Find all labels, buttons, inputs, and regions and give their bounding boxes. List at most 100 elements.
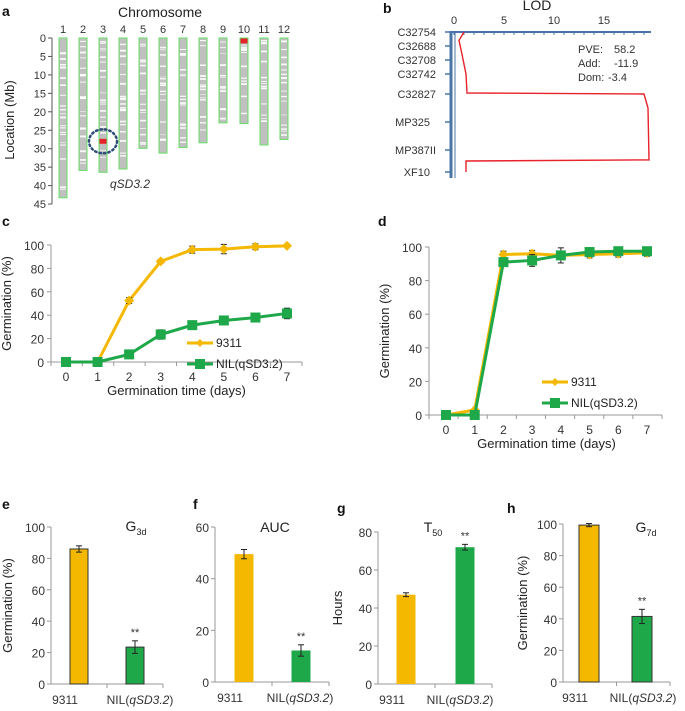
marker-band bbox=[80, 162, 86, 164]
y-axis-title: Location (Mb) bbox=[2, 80, 17, 159]
data-point-square bbox=[527, 255, 538, 266]
series-line-9311 bbox=[66, 244, 288, 364]
x-tick-label: 10 bbox=[548, 15, 560, 27]
marker-band bbox=[241, 46, 247, 48]
marker-label: C32688 bbox=[397, 41, 436, 53]
y-tick-label: 80 bbox=[32, 552, 46, 566]
x-tick-label: 2 bbox=[126, 370, 133, 384]
data-point-square bbox=[218, 315, 229, 326]
data-point-square bbox=[469, 410, 480, 420]
data-point-diamond bbox=[155, 256, 166, 267]
legend-marker-nil bbox=[195, 359, 205, 369]
marker-band bbox=[60, 127, 66, 129]
marker-label: C32742 bbox=[397, 69, 436, 81]
y-tick-label: 60 bbox=[359, 564, 373, 578]
category-italic-part: qSD3.2 bbox=[129, 693, 169, 707]
marker-band bbox=[200, 122, 206, 124]
marker-band bbox=[160, 90, 166, 93]
category-label-9311: 9311 bbox=[217, 691, 243, 705]
marker-band bbox=[100, 102, 106, 104]
data-point-square bbox=[642, 246, 652, 257]
category-part: NIL( bbox=[107, 693, 130, 707]
marker-band bbox=[100, 61, 106, 63]
legend-label-nil: NIL(qSD3.2) bbox=[571, 396, 638, 410]
panel-f-bar-chart: 0 20 40 60 AUC ** 9311 NIL(qSD3.2) bbox=[196, 519, 334, 705]
marker-band bbox=[100, 121, 106, 122]
marker-band bbox=[120, 131, 126, 133]
y-tick-label: 30 bbox=[34, 144, 46, 156]
marker-band bbox=[140, 93, 146, 95]
marker-band bbox=[220, 90, 226, 91]
data-point-square bbox=[124, 349, 135, 360]
marker-band bbox=[120, 103, 126, 105]
marker-band bbox=[160, 134, 166, 136]
x-tick-label: 5 bbox=[221, 370, 228, 384]
marker-band bbox=[80, 96, 86, 99]
y-tick-label: 0 bbox=[38, 678, 45, 692]
panel-letter-h: h bbox=[507, 500, 516, 516]
series-line-9311 bbox=[445, 251, 648, 417]
marker-band bbox=[120, 97, 126, 99]
marker-band bbox=[60, 188, 66, 190]
y-tick-label: 60 bbox=[544, 581, 558, 595]
category-part: ) bbox=[672, 691, 676, 705]
y-tick-label: 0 bbox=[550, 676, 557, 690]
marker-band bbox=[60, 63, 66, 66]
y-tick-label: 40 bbox=[32, 615, 46, 629]
panel-letter-e: e bbox=[2, 496, 10, 512]
x-axis-title: Germination time (days) bbox=[477, 436, 616, 451]
marker-band bbox=[220, 108, 226, 111]
stat-value: 58.2 bbox=[614, 44, 635, 56]
y-tick-label: 40 bbox=[544, 613, 558, 627]
y-tick-label: 10 bbox=[34, 70, 46, 82]
marker-band bbox=[120, 98, 126, 101]
data-point-diamond bbox=[282, 240, 292, 251]
marker-band bbox=[281, 63, 287, 66]
marker-band bbox=[241, 52, 247, 53]
marker-band bbox=[261, 76, 267, 79]
marker-band bbox=[60, 117, 66, 119]
chromosome-label: 2 bbox=[80, 24, 86, 36]
chromosome-bar bbox=[259, 37, 269, 146]
marker-band bbox=[281, 69, 287, 71]
marker-band bbox=[60, 94, 66, 96]
chart-title: G3d bbox=[126, 518, 147, 537]
legend-label-9311: 9311 bbox=[216, 336, 242, 350]
marker-band bbox=[180, 95, 186, 97]
panel-letter-a: a bbox=[2, 3, 10, 19]
marker-band bbox=[281, 56, 287, 59]
series-line-nil bbox=[446, 249, 647, 417]
marker-band bbox=[140, 72, 146, 75]
x-tick-label: 5 bbox=[501, 15, 507, 27]
marker-band bbox=[200, 86, 206, 88]
marker-band bbox=[180, 53, 186, 56]
marker-band bbox=[80, 111, 86, 112]
marker-band bbox=[241, 47, 247, 49]
marker-band bbox=[281, 114, 287, 116]
marker-band bbox=[200, 94, 206, 96]
significance-marker: ** bbox=[638, 595, 647, 607]
y-tick-label: 0 bbox=[40, 33, 46, 45]
marker-label: C32708 bbox=[397, 55, 436, 67]
marker-band bbox=[60, 186, 66, 189]
marker-band bbox=[220, 89, 226, 91]
y-tick-label: 0 bbox=[202, 676, 209, 690]
marker-band bbox=[140, 119, 146, 122]
marker-band bbox=[140, 61, 146, 63]
marker-band bbox=[80, 46, 86, 48]
marker-band bbox=[120, 74, 126, 76]
marker-band bbox=[100, 70, 106, 71]
y-tick-label: 15 bbox=[34, 88, 46, 100]
bar-nil bbox=[455, 547, 475, 684]
marker-band bbox=[120, 82, 126, 85]
marker-band bbox=[180, 127, 186, 129]
marker-band bbox=[220, 64, 226, 67]
y-axis-title: Germination (%) bbox=[0, 256, 14, 351]
significance-marker: ** bbox=[461, 530, 470, 542]
marker-band bbox=[200, 84, 206, 86]
marker-band bbox=[80, 136, 86, 138]
y-tick-label: 45 bbox=[34, 199, 46, 211]
x-tick-label: 7 bbox=[644, 423, 651, 437]
marker-band bbox=[261, 40, 267, 42]
bar-nil bbox=[291, 650, 311, 682]
